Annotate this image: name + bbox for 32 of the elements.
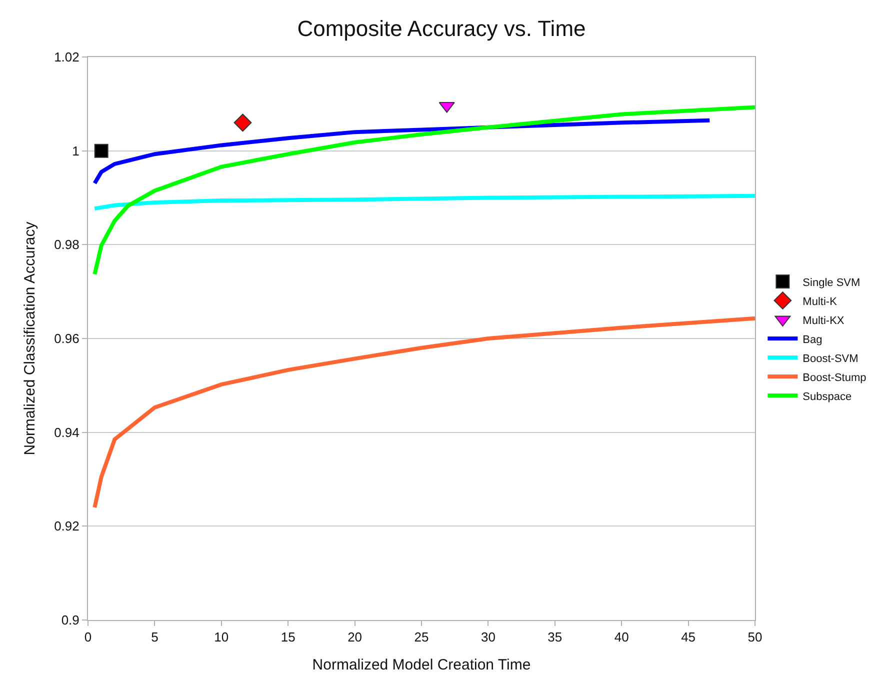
legend-label: Subspace (802, 390, 852, 403)
legend-label: Boost-Stump (802, 372, 866, 384)
legend-label: Boost-SVM (802, 352, 858, 365)
x-tick-label: 5 (151, 630, 158, 645)
y-axis-title: Normalized Classification Accuracy (21, 221, 38, 456)
x-tick-label: 10 (214, 630, 229, 645)
x-tick-label: 40 (614, 630, 629, 645)
line-series (92, 194, 755, 211)
line-series (92, 105, 755, 276)
line-series (92, 118, 712, 186)
x-tick-label: 20 (348, 630, 362, 645)
x-tick-label: 15 (280, 630, 296, 645)
legend-label: Multi-K (802, 296, 838, 308)
y-tick-label: 0.92 (54, 518, 80, 534)
y-tick-label: 0.98 (54, 237, 80, 252)
x-axis-title: Normalized Model Creation Time (312, 656, 531, 674)
y-tick-label: 0.94 (54, 424, 80, 440)
x-tick-label: 35 (548, 630, 562, 645)
line-series (92, 316, 755, 510)
chart-title: Composite Accuracy vs. Time (297, 16, 586, 41)
y-tick-label: 0.9 (61, 612, 80, 628)
x-tick-label: 50 (748, 630, 762, 645)
x-tick-label: 0 (84, 630, 92, 645)
legend-label: Bag (802, 334, 822, 346)
legend-label: Single SVM (802, 276, 860, 289)
legend-label: Multi-KX (802, 314, 845, 327)
x-tick-label: 45 (681, 630, 696, 645)
x-tick-label: 25 (414, 630, 429, 645)
y-tick-label: 1 (72, 143, 80, 158)
x-tick-label: 30 (480, 630, 496, 645)
y-tick-label: 0.96 (54, 331, 80, 346)
y-tick-label: 1.02 (54, 50, 80, 65)
